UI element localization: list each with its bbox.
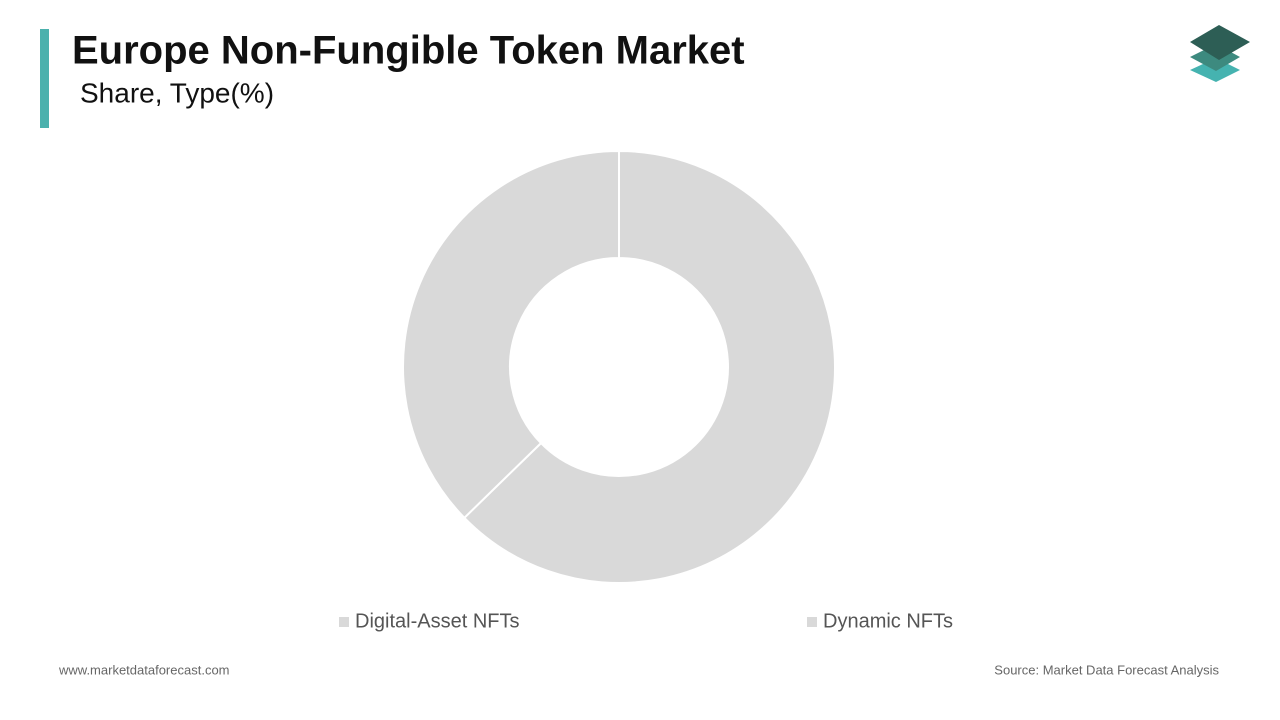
donut-slice bbox=[402, 149, 620, 520]
chart-title: Europe Non-Fungible Token Market bbox=[72, 29, 745, 73]
donut-slice bbox=[462, 149, 836, 584]
legend-swatch bbox=[807, 617, 817, 627]
legend: Digital-Asset NFTs Dynamic NFTs bbox=[339, 610, 953, 632]
legend-label: Digital-Asset NFTs bbox=[355, 610, 519, 632]
donut bbox=[402, 149, 836, 584]
chart-subtitle: Share, Type(%) bbox=[80, 77, 274, 108]
website: www.marketdataforecast.com bbox=[58, 662, 230, 677]
logo bbox=[1190, 25, 1250, 82]
title-accent bbox=[40, 29, 49, 128]
source: Source: Market Data Forecast Analysis bbox=[994, 662, 1219, 677]
legend-swatch bbox=[339, 617, 349, 627]
legend-label: Dynamic NFTs bbox=[823, 610, 953, 632]
